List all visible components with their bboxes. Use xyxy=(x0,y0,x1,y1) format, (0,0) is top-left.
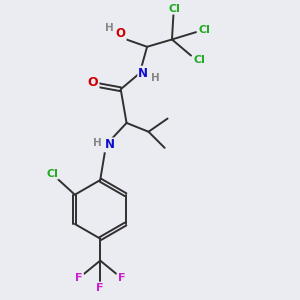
Text: F: F xyxy=(75,273,83,283)
Text: O: O xyxy=(116,27,126,40)
Text: H: H xyxy=(105,23,113,33)
Text: O: O xyxy=(88,76,98,89)
Text: Cl: Cl xyxy=(194,55,206,65)
Text: H: H xyxy=(93,138,102,148)
Text: N: N xyxy=(105,138,115,152)
Text: F: F xyxy=(118,273,125,283)
Text: Cl: Cl xyxy=(46,169,58,178)
Text: F: F xyxy=(97,283,104,292)
Text: Cl: Cl xyxy=(168,4,180,14)
Text: N: N xyxy=(138,67,148,80)
Text: Cl: Cl xyxy=(199,25,211,35)
Text: H: H xyxy=(152,73,160,82)
